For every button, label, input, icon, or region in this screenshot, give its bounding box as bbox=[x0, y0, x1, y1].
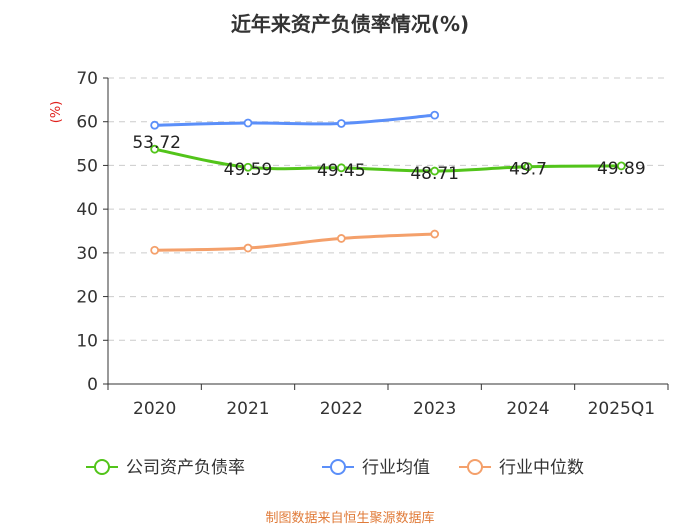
y-tick-label: 20 bbox=[76, 288, 98, 308]
data-label: 53.72 bbox=[132, 133, 181, 153]
y-tick-label: 70 bbox=[76, 69, 98, 89]
data-point bbox=[150, 120, 160, 130]
series-line-2 bbox=[154, 232, 435, 252]
data-label: 49.45 bbox=[317, 161, 366, 181]
x-tick-label: 2020 bbox=[133, 399, 176, 419]
y-tick-label: 10 bbox=[76, 331, 98, 351]
legend-marker bbox=[94, 459, 110, 475]
y-tick-label: 40 bbox=[76, 200, 98, 220]
data-point bbox=[150, 245, 160, 255]
x-tick-label: 2025Q1 bbox=[588, 399, 655, 419]
x-tick-label: 2023 bbox=[413, 399, 456, 419]
legend-marker bbox=[467, 459, 483, 475]
series-line-1 bbox=[154, 113, 435, 127]
series-line-0 bbox=[154, 147, 622, 173]
y-tick-label: 30 bbox=[76, 244, 98, 264]
data-label: 48.71 bbox=[410, 164, 459, 184]
x-tick-label: 2024 bbox=[506, 399, 549, 419]
y-tick-label: 0 bbox=[87, 375, 98, 395]
legend-marker bbox=[330, 459, 346, 475]
chart-title: 近年来资产负债率情况(%) bbox=[230, 12, 470, 36]
data-label: 49.59 bbox=[224, 160, 273, 180]
x-tick-label: 2021 bbox=[226, 399, 269, 419]
legend-label: 行业均值 bbox=[362, 458, 430, 478]
y-axis-label: (%) bbox=[49, 101, 64, 124]
data-point bbox=[243, 118, 253, 128]
data-point bbox=[430, 166, 440, 176]
data-point bbox=[336, 163, 346, 173]
y-tick-label: 60 bbox=[76, 113, 98, 133]
data-point bbox=[616, 161, 626, 171]
source-note: 制图数据来自恒生聚源数据库 bbox=[265, 511, 435, 526]
data-point bbox=[243, 162, 253, 172]
data-point bbox=[430, 110, 440, 120]
data-point bbox=[336, 234, 346, 243]
x-tick-label: 2022 bbox=[320, 399, 363, 419]
data-point bbox=[430, 229, 440, 239]
data-point bbox=[336, 119, 346, 128]
data-point bbox=[150, 144, 160, 154]
legend-label: 行业中位数 bbox=[499, 458, 584, 478]
legend-label: 公司资产负债率 bbox=[126, 458, 245, 478]
data-label: 49.89 bbox=[597, 159, 646, 179]
y-tick-label: 50 bbox=[76, 156, 98, 176]
data-label: 49.7 bbox=[509, 160, 547, 180]
data-point bbox=[523, 162, 533, 172]
data-point bbox=[243, 243, 253, 253]
